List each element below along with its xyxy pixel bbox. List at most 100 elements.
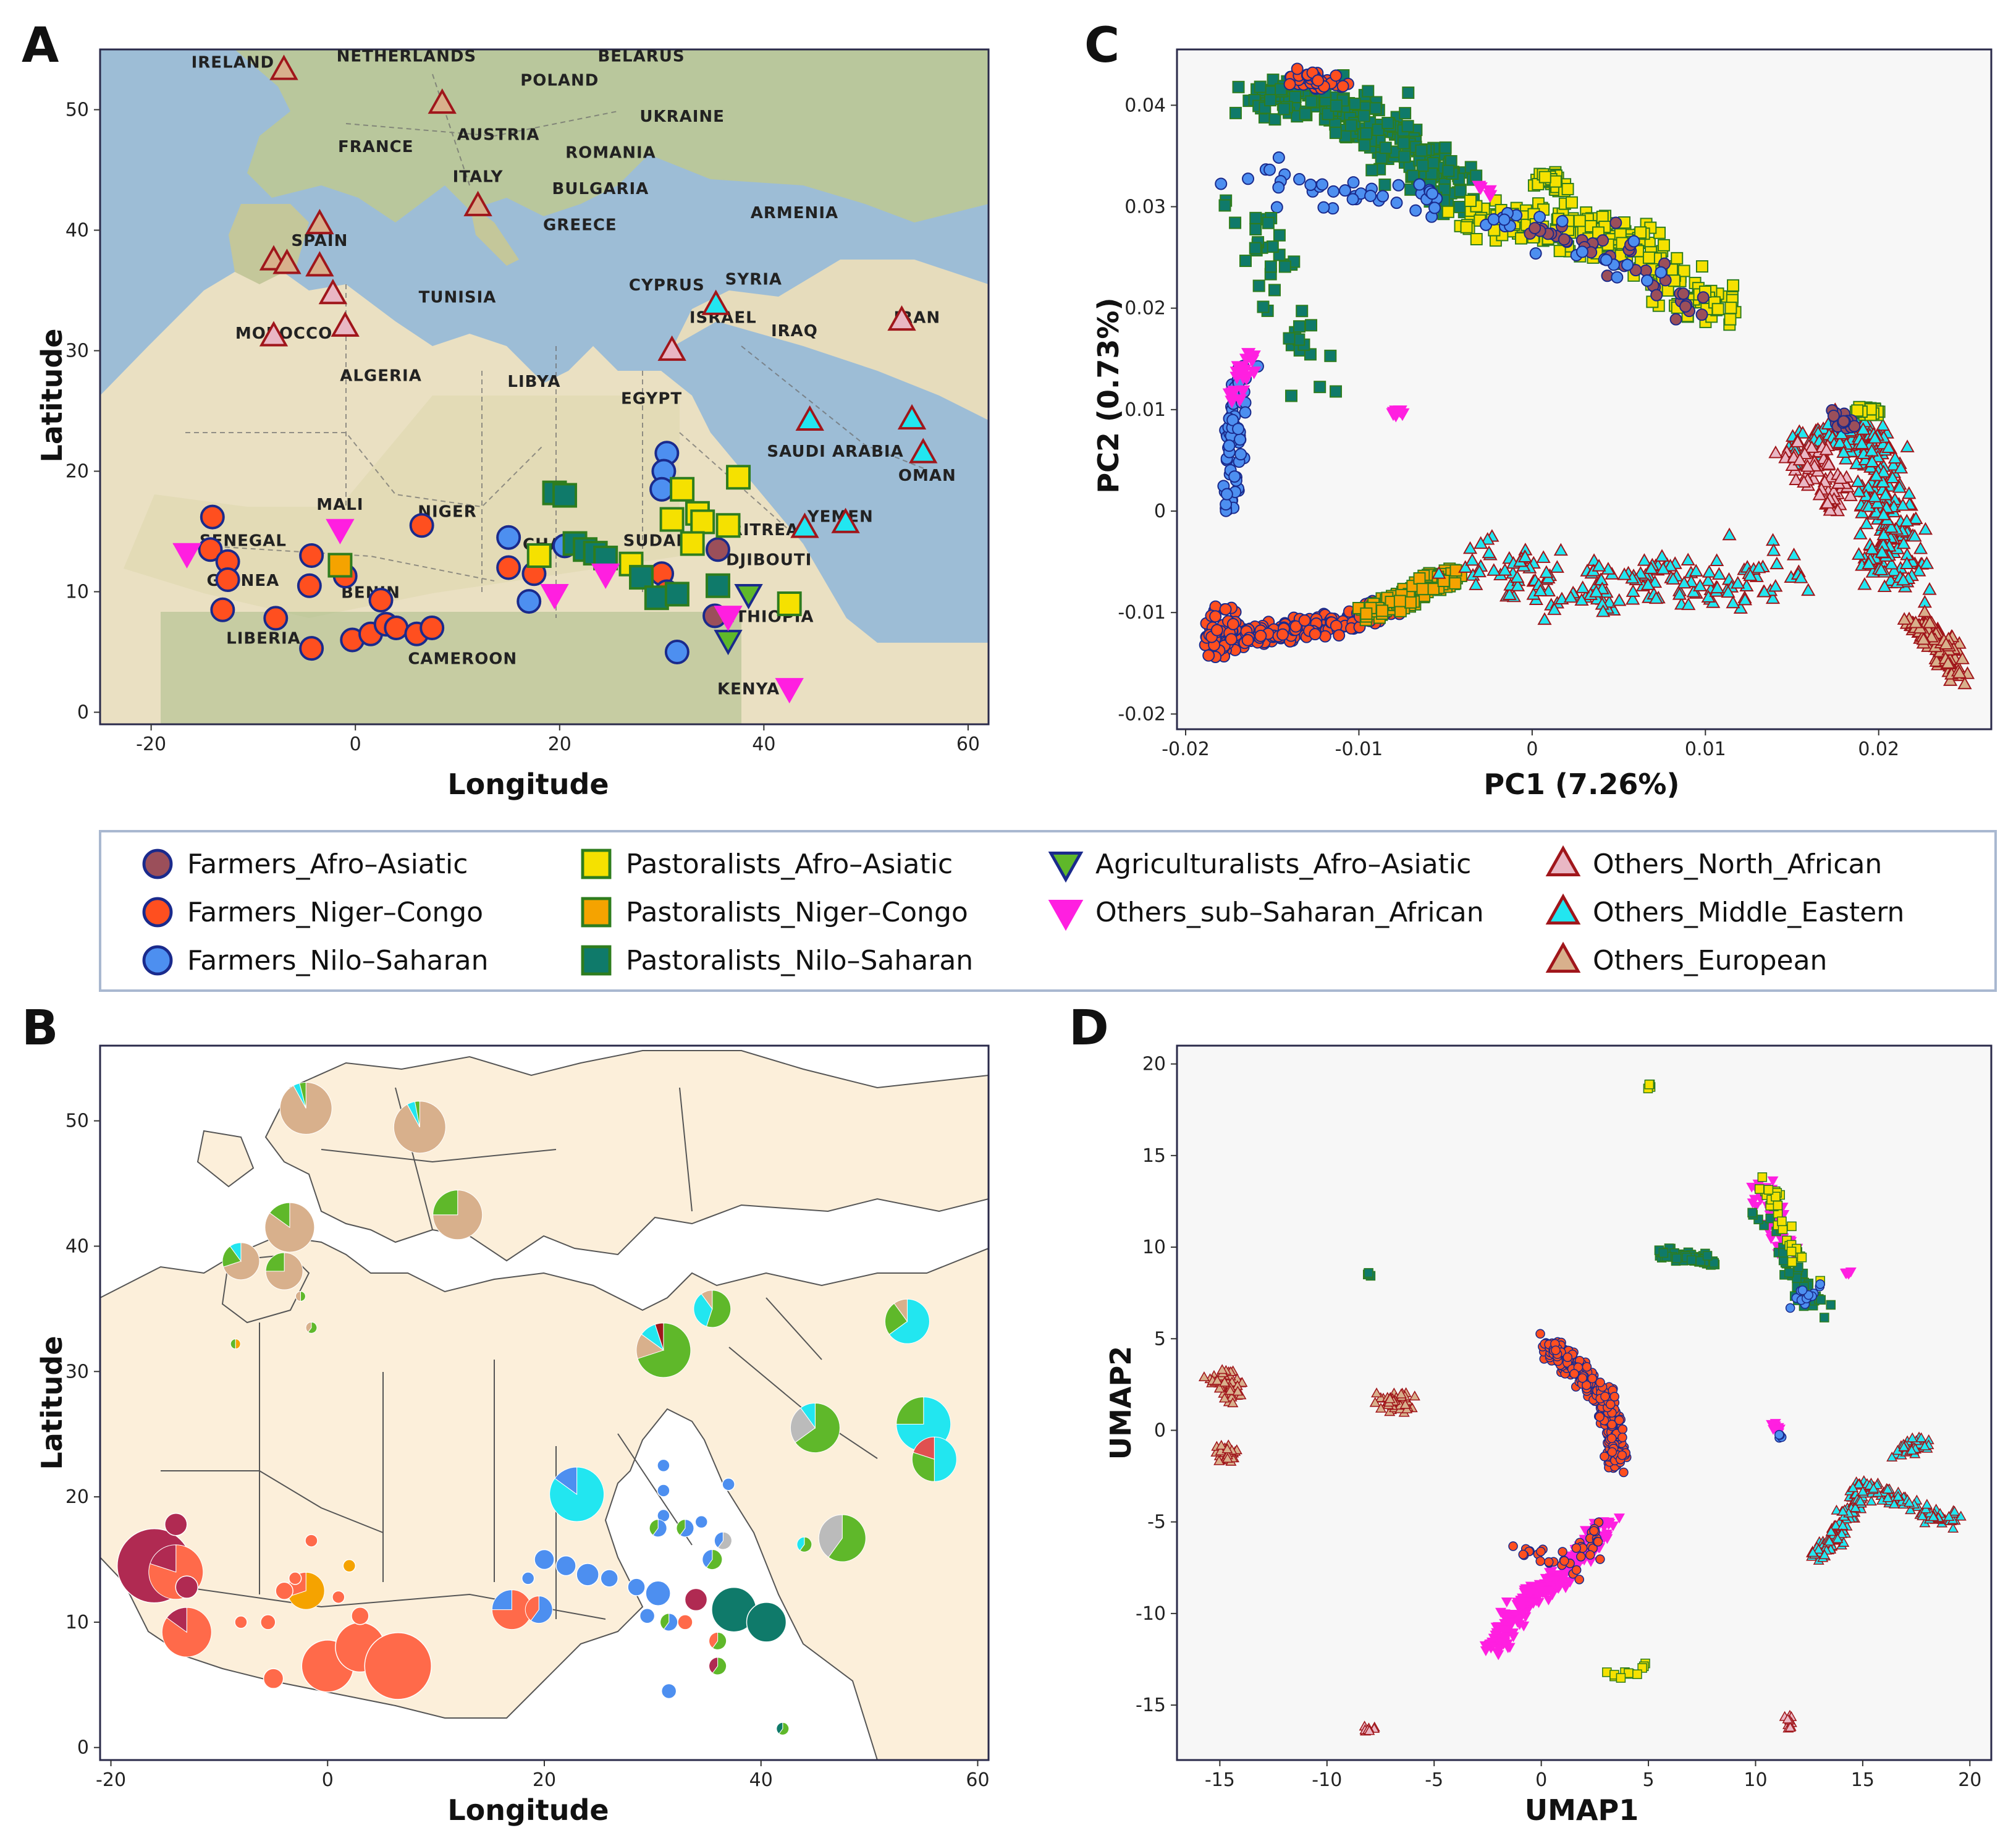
data-point: [1593, 1536, 1603, 1547]
sample-location-marker: [726, 465, 751, 490]
pie-slice: [288, 1572, 325, 1610]
data-point: [1617, 1433, 1627, 1442]
data-point: [1757, 584, 1772, 598]
data-point: [1887, 563, 1902, 577]
data-point: [1376, 604, 1389, 617]
data-point: [1213, 1382, 1225, 1393]
admixture-pie: [230, 1339, 241, 1350]
legend-item: Pastoralists_Nilo–Saharan: [581, 945, 973, 976]
admixture-pie: [521, 1572, 535, 1585]
data-point: [1272, 151, 1285, 164]
data-point: [1219, 603, 1232, 616]
pie-slice: [799, 1536, 812, 1552]
data-point: [1816, 1295, 1826, 1305]
country-label: LIBERIA: [226, 629, 301, 648]
legend-label: Others_sub–Saharan_African: [1095, 897, 1484, 928]
data-point: [1857, 577, 1872, 590]
sample-location-marker: [496, 525, 521, 550]
data-point: [1614, 1415, 1624, 1425]
data-point: [1726, 595, 1740, 609]
pie-slice: [680, 1519, 694, 1538]
data-point: [1861, 480, 1876, 493]
admixture-pie: [555, 1555, 576, 1576]
y-tick-label: -0.02: [1118, 703, 1166, 725]
data-point: [1797, 446, 1812, 460]
legend-marker: [142, 897, 173, 928]
data-point: [1710, 553, 1724, 566]
data-point: [1239, 255, 1252, 268]
data-point: [1711, 567, 1726, 580]
data-point: [1571, 1543, 1582, 1553]
data-point: [1247, 366, 1262, 379]
data-point: [1508, 1541, 1518, 1551]
data-point: [1317, 201, 1330, 214]
data-point: [1252, 279, 1265, 292]
data-point: [1605, 1399, 1616, 1410]
data-point: [1550, 1575, 1561, 1586]
y-tick-label: 0: [77, 1737, 89, 1759]
sample-location-marker: [649, 476, 675, 502]
data-point: [1305, 95, 1318, 108]
data-point: [1510, 578, 1525, 591]
data-point: [1876, 527, 1891, 541]
data-point: [1593, 1517, 1604, 1528]
admixture-pie: [709, 1632, 727, 1650]
data-point: [1465, 552, 1480, 566]
data-point: [1612, 593, 1627, 606]
data-point: [1462, 541, 1478, 554]
data-point: [1921, 1499, 1933, 1509]
data-point: [1731, 575, 1745, 589]
data-point: [1502, 1643, 1514, 1654]
data-point: [1877, 579, 1892, 593]
data-point: [1278, 260, 1291, 273]
data-point: [1897, 612, 1912, 625]
data-point: [1538, 171, 1551, 184]
data-point: [1782, 1713, 1794, 1724]
pie-slice: [549, 1466, 605, 1522]
pie-slice: [790, 1407, 816, 1443]
pie-slice: [709, 1657, 719, 1674]
sample-location-marker: [664, 582, 690, 607]
data-point: [1919, 556, 1934, 569]
data-point: [1689, 564, 1703, 577]
data-point: [1432, 566, 1446, 579]
data-point: [1898, 1441, 1910, 1452]
legend-item: Agriculturalists_Afro–Asiatic: [1048, 849, 1471, 883]
data-point: [1702, 565, 1717, 578]
data-point: [1617, 1424, 1628, 1434]
data-point: [1855, 1496, 1866, 1506]
country-label: ARMENIA: [751, 204, 838, 222]
sample-location-marker: [368, 588, 394, 613]
country-label: OMAN: [898, 467, 956, 485]
sample-location-marker: [305, 251, 334, 277]
sample-location-marker: [909, 438, 938, 463]
data-point: [1569, 1369, 1579, 1379]
pie-slice: [150, 1544, 177, 1573]
data-point: [1681, 552, 1695, 565]
data-point: [1263, 163, 1276, 176]
pie-slice: [305, 1321, 312, 1333]
sample-location-marker: [428, 88, 457, 114]
data-point: [1743, 568, 1758, 582]
data-point: [1550, 560, 1564, 573]
data-point: [1766, 1420, 1778, 1430]
pie-slice: [166, 1607, 187, 1633]
pie-slice: [230, 1339, 236, 1350]
sample-location-marker: [331, 311, 360, 337]
legend-label: Others_European: [1593, 945, 1827, 976]
pie-slice: [164, 1512, 188, 1536]
data-point: [1640, 577, 1655, 590]
data-point: [1867, 431, 1883, 444]
data-point: [1210, 624, 1223, 637]
y-tick-label: 15: [1142, 1145, 1166, 1167]
data-point: [1904, 1497, 1915, 1507]
country-label: SUDAN: [623, 531, 690, 550]
data-point: [1575, 245, 1588, 258]
pie-slice: [265, 1252, 285, 1272]
data-point: [1372, 124, 1385, 136]
data-point: [1827, 409, 1840, 422]
data-point: [1626, 591, 1640, 605]
data-point: [1276, 628, 1289, 641]
data-point: [1611, 271, 1624, 284]
data-point: [1312, 74, 1325, 87]
